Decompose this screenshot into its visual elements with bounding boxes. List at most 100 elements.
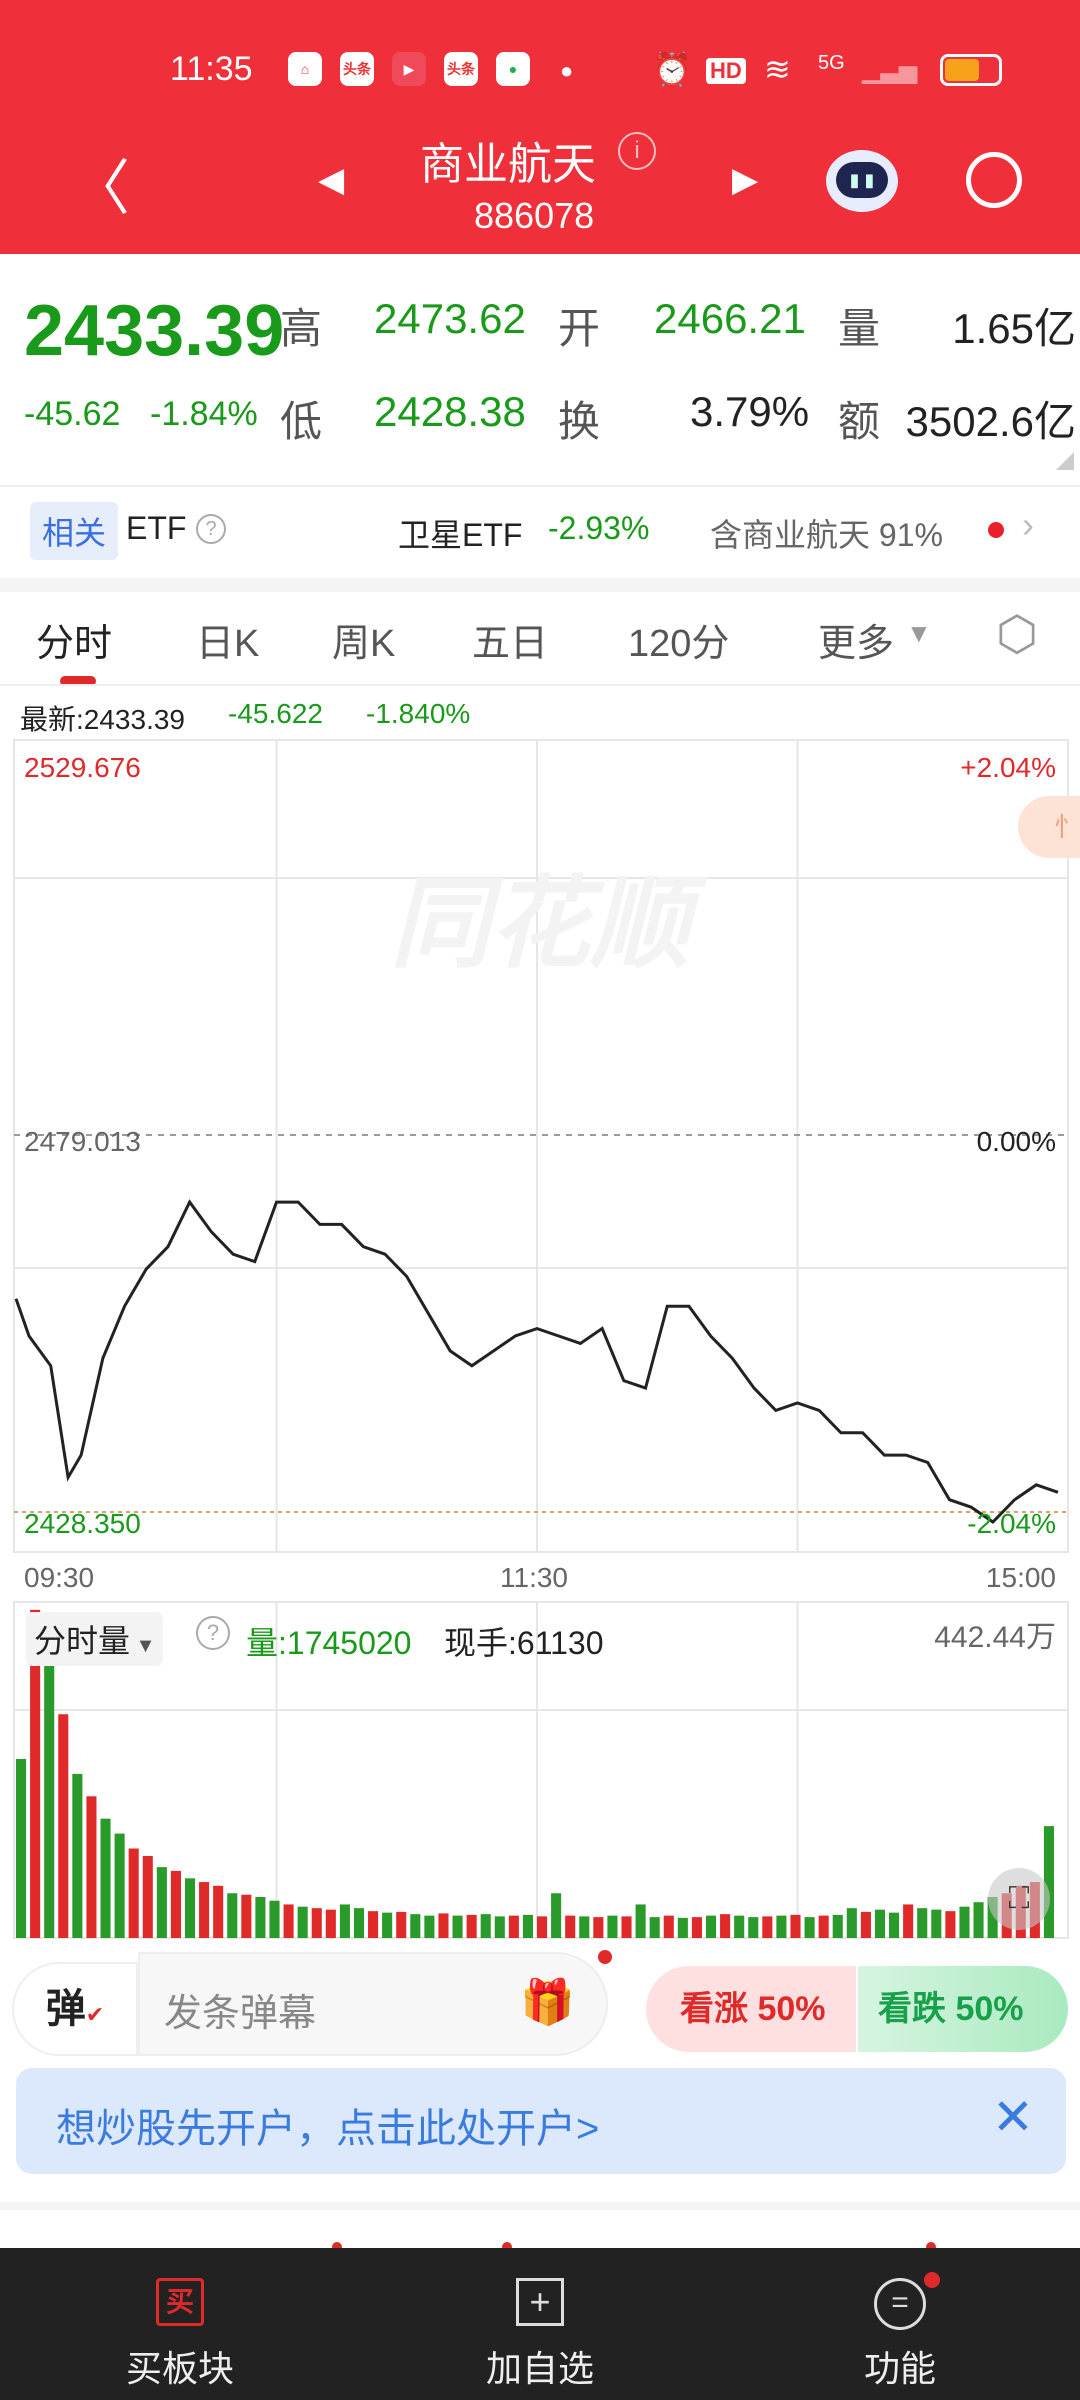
volume-bar [903, 1904, 914, 1938]
volume-bar [311, 1908, 322, 1938]
volume-value: 量:1745020 [246, 1625, 412, 1661]
tab-daily-k[interactable]: 日K [196, 623, 260, 665]
robot-assistant-icon[interactable]: ▮ ▮ [826, 150, 898, 212]
toutiao-lite-icon: 头条 [444, 52, 478, 86]
volume-bar [100, 1818, 111, 1938]
volume-bar [241, 1894, 252, 1938]
open-value: 2466.21 [654, 295, 806, 342]
expand-corner-icon[interactable] [1056, 452, 1074, 470]
divider [0, 485, 1080, 487]
y-bot-label: 2428.350 [24, 1508, 141, 1539]
price-change-pct: -1.84% [150, 395, 258, 433]
pct-bot-label: -2.04% [967, 1508, 1056, 1539]
info-icon[interactable]: i [618, 132, 656, 170]
help-icon[interactable]: ? [196, 1616, 230, 1650]
tab-more[interactable]: 更多 [818, 623, 895, 665]
help-icon[interactable]: ? [196, 514, 226, 544]
pct-mid-label: 0.00% [976, 1126, 1056, 1157]
vote-down-button[interactable]: 看跌 50% [858, 1966, 1068, 2052]
chevron-right-icon[interactable]: › [1022, 504, 1034, 545]
chart-frame [13, 739, 1069, 1553]
tab-five-day[interactable]: 五日 [472, 623, 549, 665]
floating-button[interactable]: 忄 [1018, 796, 1080, 858]
volume-bar [410, 1914, 421, 1938]
next-stock-icon[interactable]: ▶ [732, 161, 759, 199]
etf-name: 卫星ETF [398, 517, 523, 553]
intraday-price-chart[interactable]: 同花顺 [0, 738, 1080, 1558]
volume-indicator-select[interactable]: 分时量 ▼ [26, 1612, 164, 1666]
y-mid-label: 2479.013 [24, 1126, 141, 1157]
low-value: 2428.38 [374, 388, 526, 435]
danmu-input[interactable]: 发条弹幕 🎁 [138, 1952, 608, 2056]
gift-icon[interactable]: 🎁 [520, 1978, 575, 2027]
signal-icon: ▁▃▅ [862, 57, 918, 84]
prev-stock-icon[interactable]: ◀ [318, 161, 345, 199]
volume-bar [213, 1885, 224, 1938]
back-icon[interactable]: 〈 [70, 155, 130, 222]
stock-code: 886078 [474, 195, 595, 236]
related-tag: 相关 [30, 502, 119, 560]
vote-up-button[interactable]: 看涨 50% [646, 1966, 856, 2052]
bottom-toolbar: 买 买板块 + 加自选 = 功能 [0, 2248, 1080, 2400]
dot-icon: ● [560, 58, 574, 83]
volume-bar [959, 1906, 970, 1938]
x-tick-1130: 11:30 [500, 1562, 568, 1593]
high-label: 高 [280, 305, 323, 352]
message-icon: ● [496, 52, 530, 86]
notification-dot [332, 2242, 342, 2252]
volume-bar [607, 1915, 618, 1938]
tab-120min[interactable]: 120分 [628, 623, 730, 665]
active-tab-indicator [60, 676, 96, 686]
volume-bar [297, 1906, 308, 1938]
add-watchlist-button[interactable]: + 加自选 [420, 2248, 660, 2400]
search-icon[interactable] [966, 152, 1022, 208]
close-icon[interactable]: ✕ [992, 2089, 1034, 2145]
volume-bar [199, 1882, 210, 1938]
settings-hexagon-icon[interactable]: ⬡ [996, 608, 1038, 661]
plus-icon: + [516, 2278, 564, 2326]
volume-bar [396, 1911, 407, 1938]
open-account-banner[interactable]: 想炒股先开户，点击此处开户> ✕ [16, 2068, 1066, 2174]
divider [0, 684, 1080, 686]
volume-bar [818, 1915, 829, 1938]
volume-bar [832, 1914, 843, 1938]
fullscreen-icon[interactable]: ⛶ [988, 1868, 1050, 1930]
etf-contains: 含商业航天 91% [710, 517, 943, 553]
volume-label: 量 [838, 305, 881, 352]
add-watchlist-label: 加自选 [486, 2348, 595, 2389]
turnover-label: 换 [558, 398, 601, 445]
volume-bar [184, 1878, 196, 1938]
volume-bar [30, 1609, 41, 1938]
related-etf-row[interactable]: 相关 ETF ? 卫星ETF -2.93% 含商业航天 91% › [0, 500, 1080, 564]
section-gap [0, 578, 1080, 592]
volume-bar [368, 1911, 379, 1938]
danmu-toggle[interactable]: 弹✔ [12, 1962, 138, 2056]
volume-bar [776, 1915, 787, 1938]
volume-chart[interactable] [0, 1600, 1080, 1940]
volume-bar [325, 1909, 336, 1938]
price-line [14, 1199, 1059, 1524]
volume-bar [494, 1916, 505, 1938]
volume-bar [255, 1896, 266, 1938]
volume-bar [621, 1916, 632, 1938]
volume-bar [508, 1915, 519, 1938]
volume-bar [424, 1915, 435, 1938]
current-hand: 现手:61130 [444, 1625, 604, 1661]
header-bar: 11:35 ⌂ 头条 ▶ 头条 ● ● ⏰ HD ≋ 5G ▁▃▅ 〈 ◀ 商业… [0, 0, 1080, 254]
status-time: 11:35 [170, 50, 253, 88]
latest-price: 最新:2433.39 [20, 704, 185, 735]
dropdown-icon[interactable]: ▼ [906, 618, 932, 648]
volume-bar [58, 1714, 69, 1938]
section-gap [0, 2202, 1080, 2210]
volume-bar [705, 1915, 717, 1938]
volume-bar [551, 1893, 562, 1938]
volume-bar [635, 1904, 646, 1938]
volume-bar [720, 1914, 731, 1938]
volume-indicator-label: 分时量 [34, 1623, 131, 1659]
tab-intraday[interactable]: 分时 [36, 623, 113, 665]
volume-bar [522, 1914, 533, 1938]
notification-dot [502, 2242, 512, 2252]
tab-weekly-k[interactable]: 周K [332, 623, 396, 665]
buy-sector-button[interactable]: 买 买板块 [60, 2248, 300, 2400]
functions-button[interactable]: = 功能 [780, 2248, 1020, 2400]
